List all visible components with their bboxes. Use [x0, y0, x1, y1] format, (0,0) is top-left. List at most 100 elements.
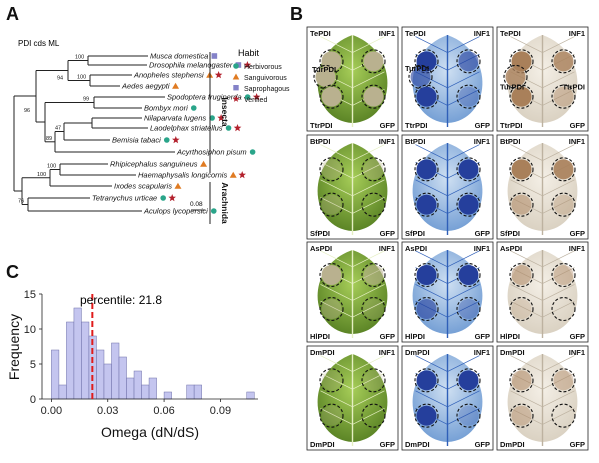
leaf-vein — [510, 36, 543, 53]
infiltration-spot — [321, 86, 342, 107]
infiltration-spot — [363, 299, 384, 319]
leaf-vein — [510, 144, 543, 161]
leaf-label-bottom-left: TtrPDI — [405, 121, 428, 130]
infiltration-spot — [416, 51, 437, 72]
leaf-vein — [447, 355, 480, 372]
leaf-label-top-right: INF1 — [474, 29, 490, 38]
infiltration-circle — [509, 262, 534, 288]
infiltration-circle — [503, 64, 528, 89]
infiltration-spot — [416, 405, 437, 426]
leaf-vein — [542, 390, 575, 408]
leaf-label-top-left: AsPDI — [500, 244, 522, 253]
infiltration-spot — [511, 299, 532, 319]
sanguivorous-marker — [172, 82, 180, 89]
leaf-vein — [320, 372, 353, 390]
habit-legend: Habit Herbivorous Sanguivorous Saprophag… — [232, 48, 290, 104]
leaf-label-top-left: TePDI — [500, 29, 521, 38]
taxon-label: Drosophila melanogaster — [149, 61, 233, 70]
infiltration-circle — [509, 84, 534, 109]
leaf-label-bottom-right: GFP — [570, 229, 585, 238]
scale-label: 0.08 — [190, 201, 203, 208]
leaf-vein — [320, 284, 353, 301]
infiltration-circle — [551, 368, 576, 393]
leaf-label-bottom-right: GFP — [570, 121, 585, 130]
bootstrap-value: 94 — [57, 76, 63, 82]
sanguivorous-marker — [200, 160, 208, 167]
infiltration-circle — [456, 296, 481, 322]
infiltration-spot — [511, 370, 532, 391]
leaf-label-top-left: BtPDI — [500, 137, 520, 146]
sanguivorous-marker — [232, 73, 240, 80]
infiltration-circle — [361, 296, 386, 322]
leaf-vein — [510, 284, 543, 301]
leaf-label-top-left: TePDI — [405, 29, 426, 38]
leaf-label-top-left: DmPDI — [500, 348, 525, 357]
leaf-label-bottom-left: HlPDI — [310, 332, 330, 341]
herbivorous-marker — [209, 115, 215, 121]
leaf-vein — [352, 179, 385, 197]
leaf-vein — [542, 408, 575, 425]
y-tick-label: 0 — [30, 394, 36, 406]
infiltration-circle — [456, 262, 481, 288]
histogram-bar — [193, 384, 202, 400]
bootstrap-value: 100 — [37, 172, 46, 178]
infiltration-circle — [361, 403, 386, 428]
leaf-label-top-right: INF1 — [379, 348, 395, 357]
infiltration-spot — [553, 86, 574, 107]
infiltration-spot — [458, 405, 479, 426]
herbivorous-marker — [233, 63, 239, 69]
leaf-vein — [320, 36, 353, 53]
infiltration-circle — [408, 64, 433, 89]
leaf-vein — [415, 179, 448, 197]
infiltration-spot — [321, 405, 342, 426]
herbivorous-marker — [225, 125, 232, 131]
infiltration-spot — [363, 159, 384, 180]
infiltration-circle — [414, 262, 439, 288]
infiltration-circle — [509, 157, 534, 182]
leaf-vein — [447, 71, 480, 89]
infiltration-spot — [553, 194, 574, 215]
leaf-vein — [510, 250, 543, 268]
infiltration-spot — [315, 66, 336, 87]
herbivorous-marker — [244, 94, 251, 100]
infiltration-spot — [321, 159, 342, 180]
leaf-vein — [542, 250, 575, 268]
leaf-vein — [542, 71, 575, 89]
infiltration-spot — [553, 51, 574, 72]
infiltration-circle — [361, 49, 386, 74]
leaf-vein — [352, 408, 385, 425]
saprophagous-marker — [211, 53, 218, 59]
verified-marker — [217, 114, 225, 122]
sanguivorous-marker — [229, 171, 237, 178]
infiltration-spot — [321, 51, 342, 72]
histogram-bar — [111, 342, 120, 400]
infiltration-spot — [416, 86, 437, 107]
taxon-label: Acyrthosiphon pisum — [176, 148, 247, 157]
herbivorous-marker — [160, 195, 166, 201]
infiltration-circle — [319, 296, 344, 322]
leaf-vein — [447, 144, 480, 161]
verified-marker — [252, 93, 261, 101]
leaf-label-bottom-left: SfPDI — [500, 229, 520, 238]
leaf-label-top-right: INF1 — [569, 244, 585, 253]
taxon-label: Aculops lycopersici — [143, 207, 208, 216]
infiltration-spot — [511, 265, 532, 285]
leaf-label-top-right: INF1 — [474, 348, 490, 357]
histogram-bar — [163, 391, 172, 400]
infiltration-spot — [416, 194, 437, 215]
leaf-vein — [320, 355, 353, 372]
histogram-bar — [58, 384, 67, 400]
verified-marker — [172, 136, 180, 144]
x-tick-label: 0.06 — [153, 405, 174, 417]
bootstrap-value: 100 — [75, 55, 84, 61]
infiltration-circle — [414, 368, 439, 393]
leaf-assay-grid: TePDI INF1 TtrPDI GFP TurPDI TePDI INF1 TtrPDI G… — [306, 26, 589, 451]
leaf-vein — [542, 197, 575, 214]
histogram-bar — [73, 307, 82, 400]
verified-marker — [238, 171, 246, 179]
infiltration-spot — [416, 299, 437, 319]
leaf-label-middle-left: TurPDI — [312, 65, 336, 74]
leaf-vein — [415, 355, 448, 372]
leaf-vein — [542, 300, 575, 318]
